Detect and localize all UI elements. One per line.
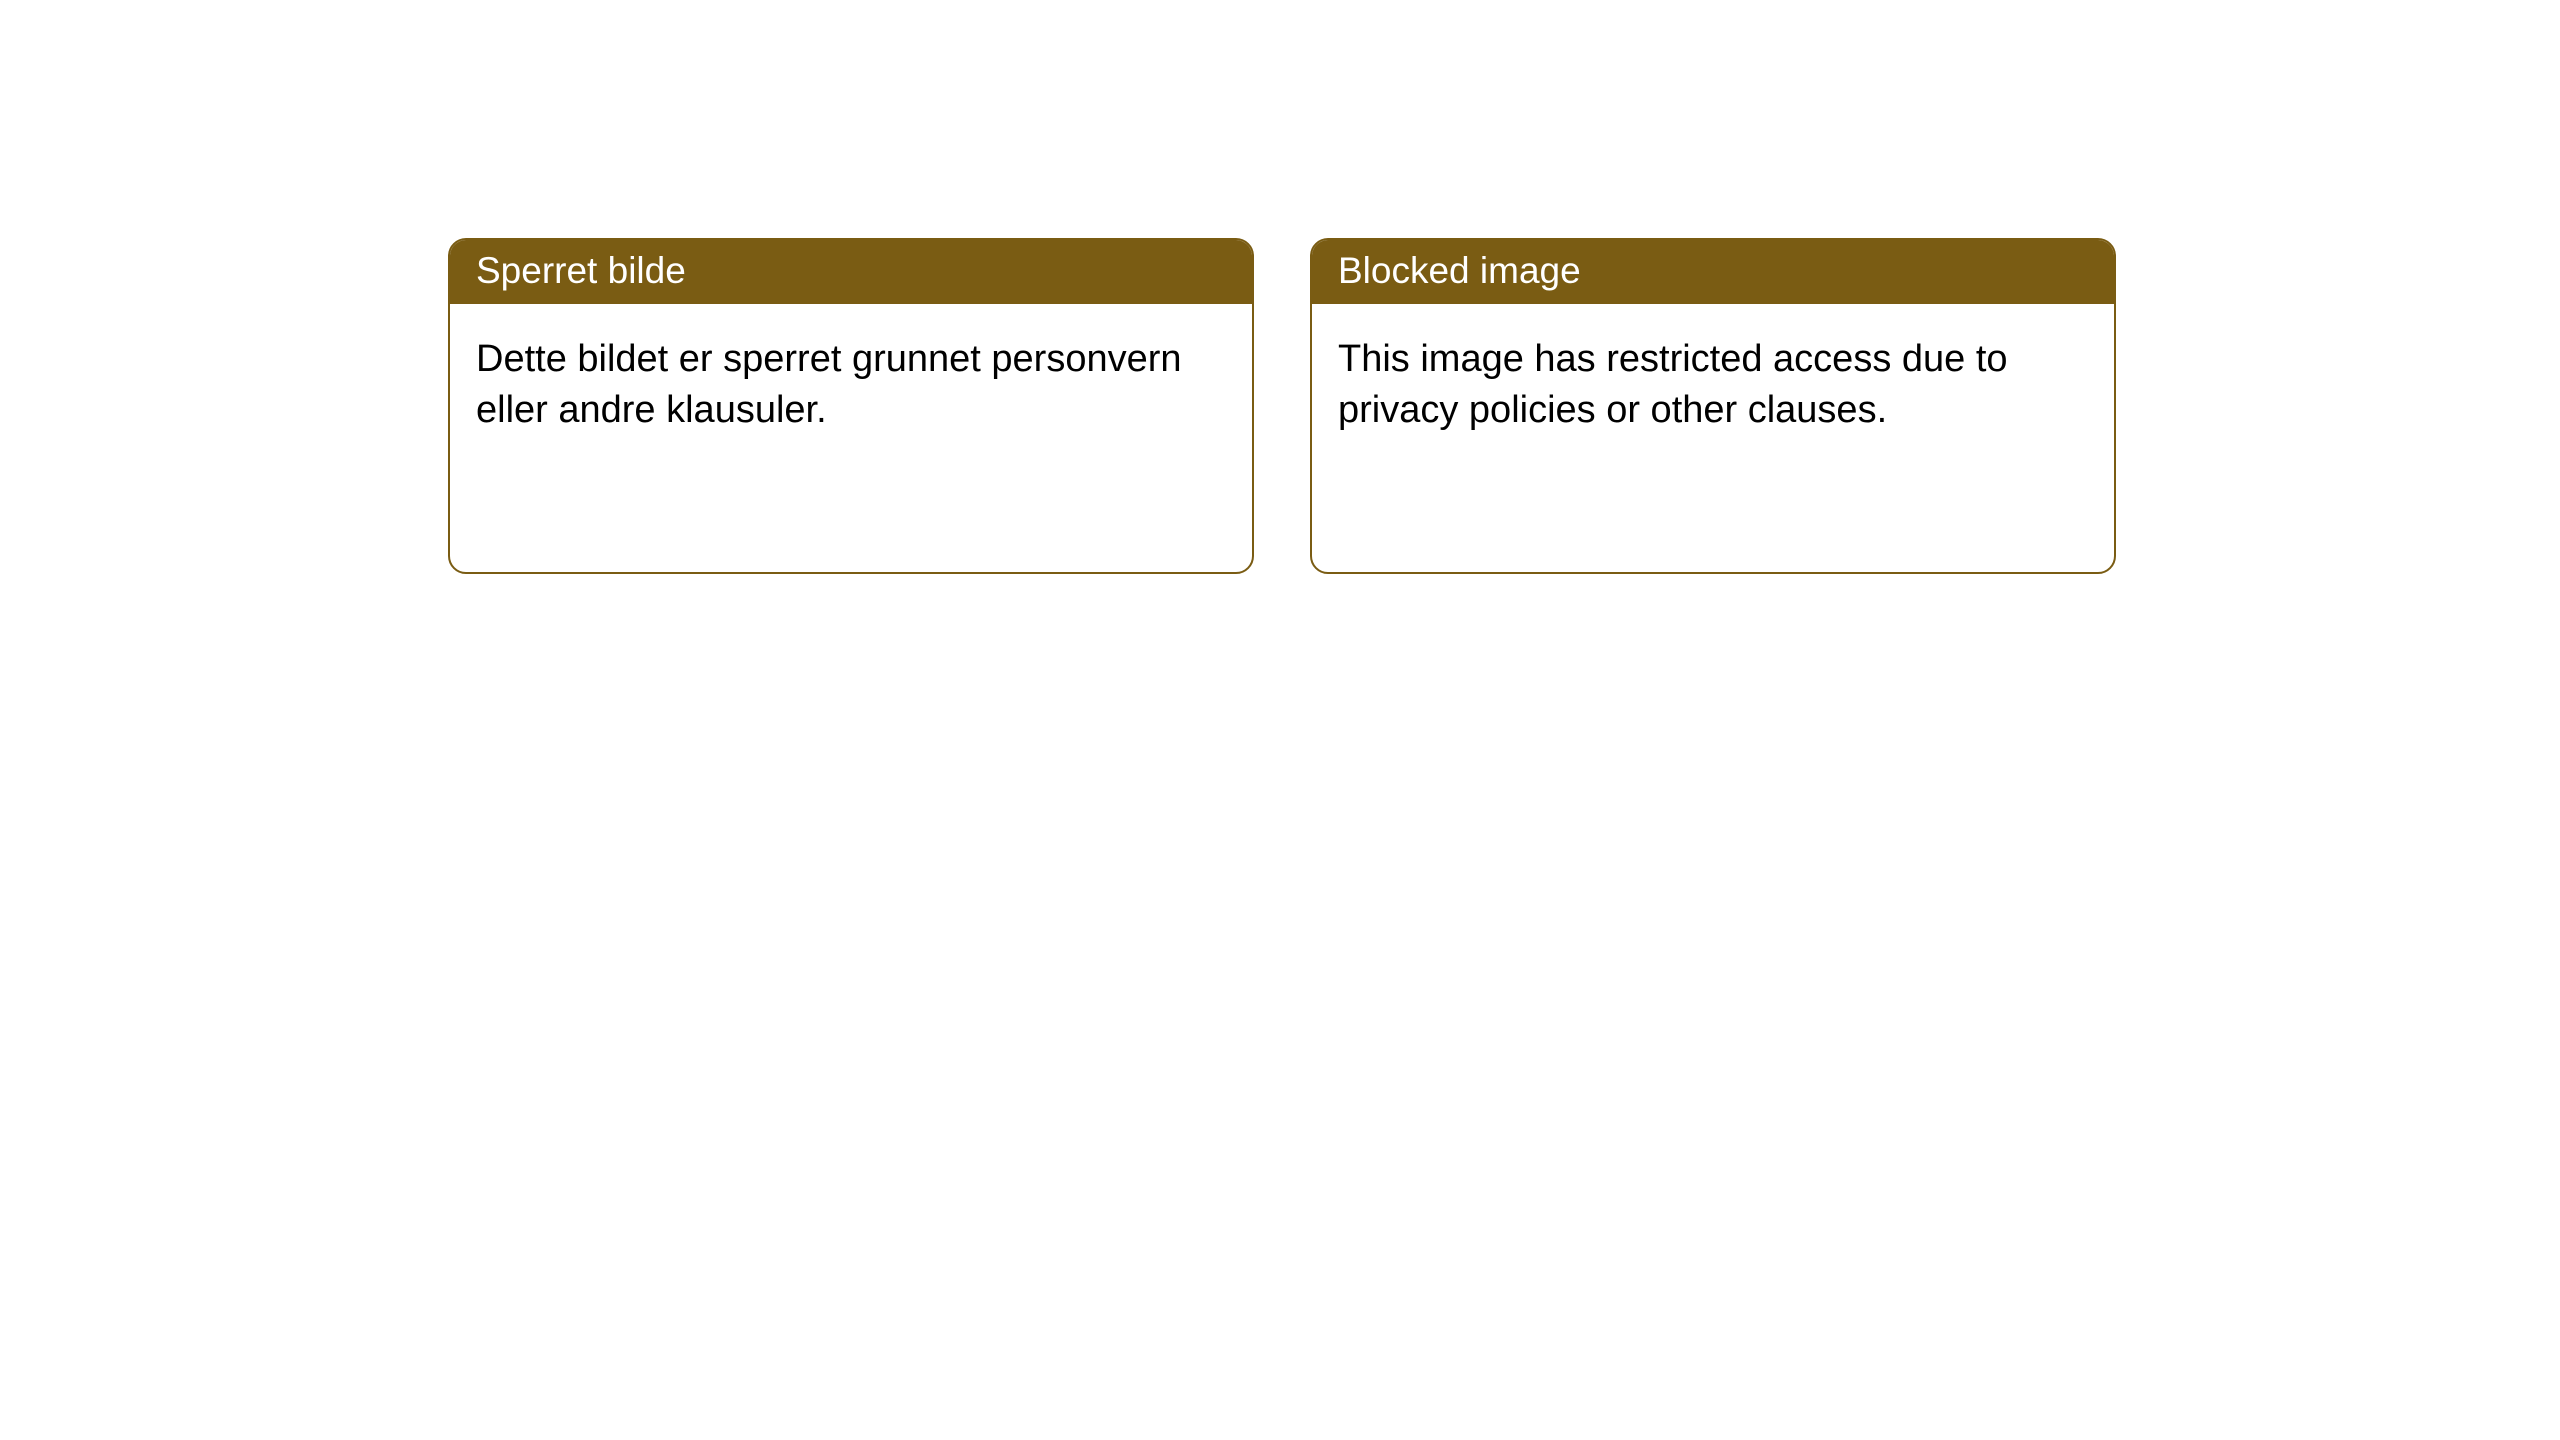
- card-body-text: Dette bildet er sperret grunnet personve…: [450, 304, 1252, 467]
- notice-container: Sperret bilde Dette bildet er sperret gr…: [0, 0, 2560, 574]
- card-body-text: This image has restricted access due to …: [1312, 304, 2114, 467]
- card-header-title: Blocked image: [1312, 240, 2114, 304]
- notice-card-norwegian: Sperret bilde Dette bildet er sperret gr…: [448, 238, 1254, 574]
- notice-card-english: Blocked image This image has restricted …: [1310, 238, 2116, 574]
- card-header-title: Sperret bilde: [450, 240, 1252, 304]
